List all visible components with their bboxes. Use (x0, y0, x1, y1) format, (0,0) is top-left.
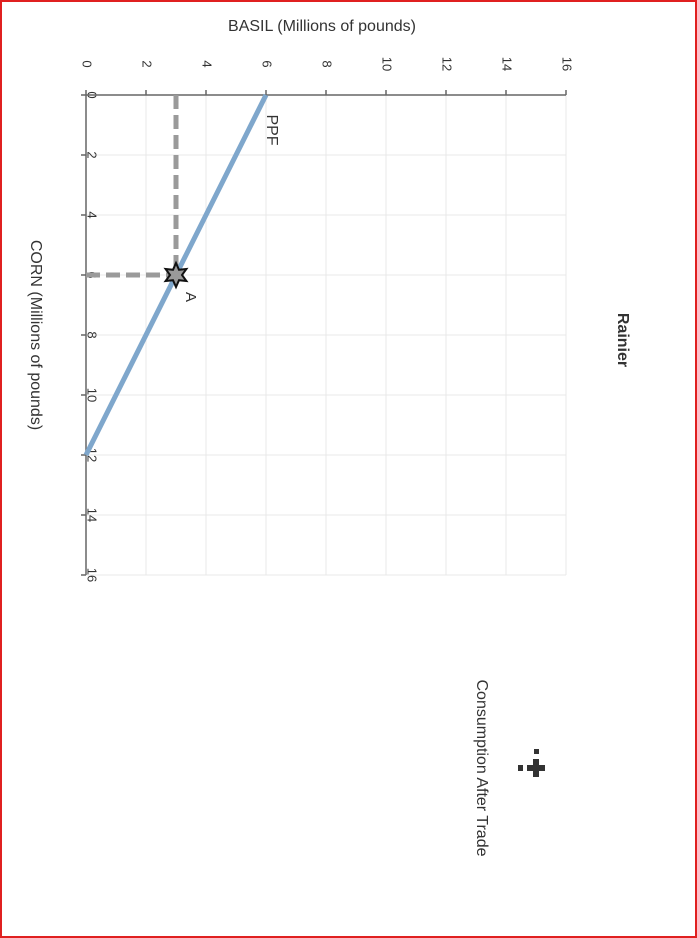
x-tick-label: 10 (380, 57, 395, 71)
x-tick-label: 14 (500, 57, 515, 71)
y-tick-label: 14 (85, 508, 100, 522)
legend-label: Consumption After Trade (473, 680, 490, 857)
x-tick-label: 6 (260, 60, 275, 67)
x-tick-label: 4 (200, 60, 215, 67)
x-tick-label: 0 (80, 60, 95, 67)
x-axis-label: BASIL (Millions of pounds) (228, 18, 416, 35)
point-label: A (182, 292, 199, 302)
y-tick-label: 4 (85, 211, 100, 218)
x-tick-label: 12 (440, 57, 455, 71)
y-tick-label: 10 (85, 388, 100, 402)
x-tick-label: 2 (140, 60, 155, 67)
y-tick-label: 2 (85, 151, 100, 158)
y-axis-label: CORN (Millions of pounds) (27, 240, 44, 430)
legend-icon (518, 749, 545, 777)
y-tick-label: 16 (85, 568, 100, 582)
x-tick-label: 16 (560, 57, 575, 71)
chart-title: Rainier (614, 313, 631, 367)
point-marker (163, 260, 189, 290)
y-tick-label: 8 (85, 331, 100, 338)
series-label: PPF (263, 114, 280, 145)
x-tick-label: 8 (320, 60, 335, 67)
